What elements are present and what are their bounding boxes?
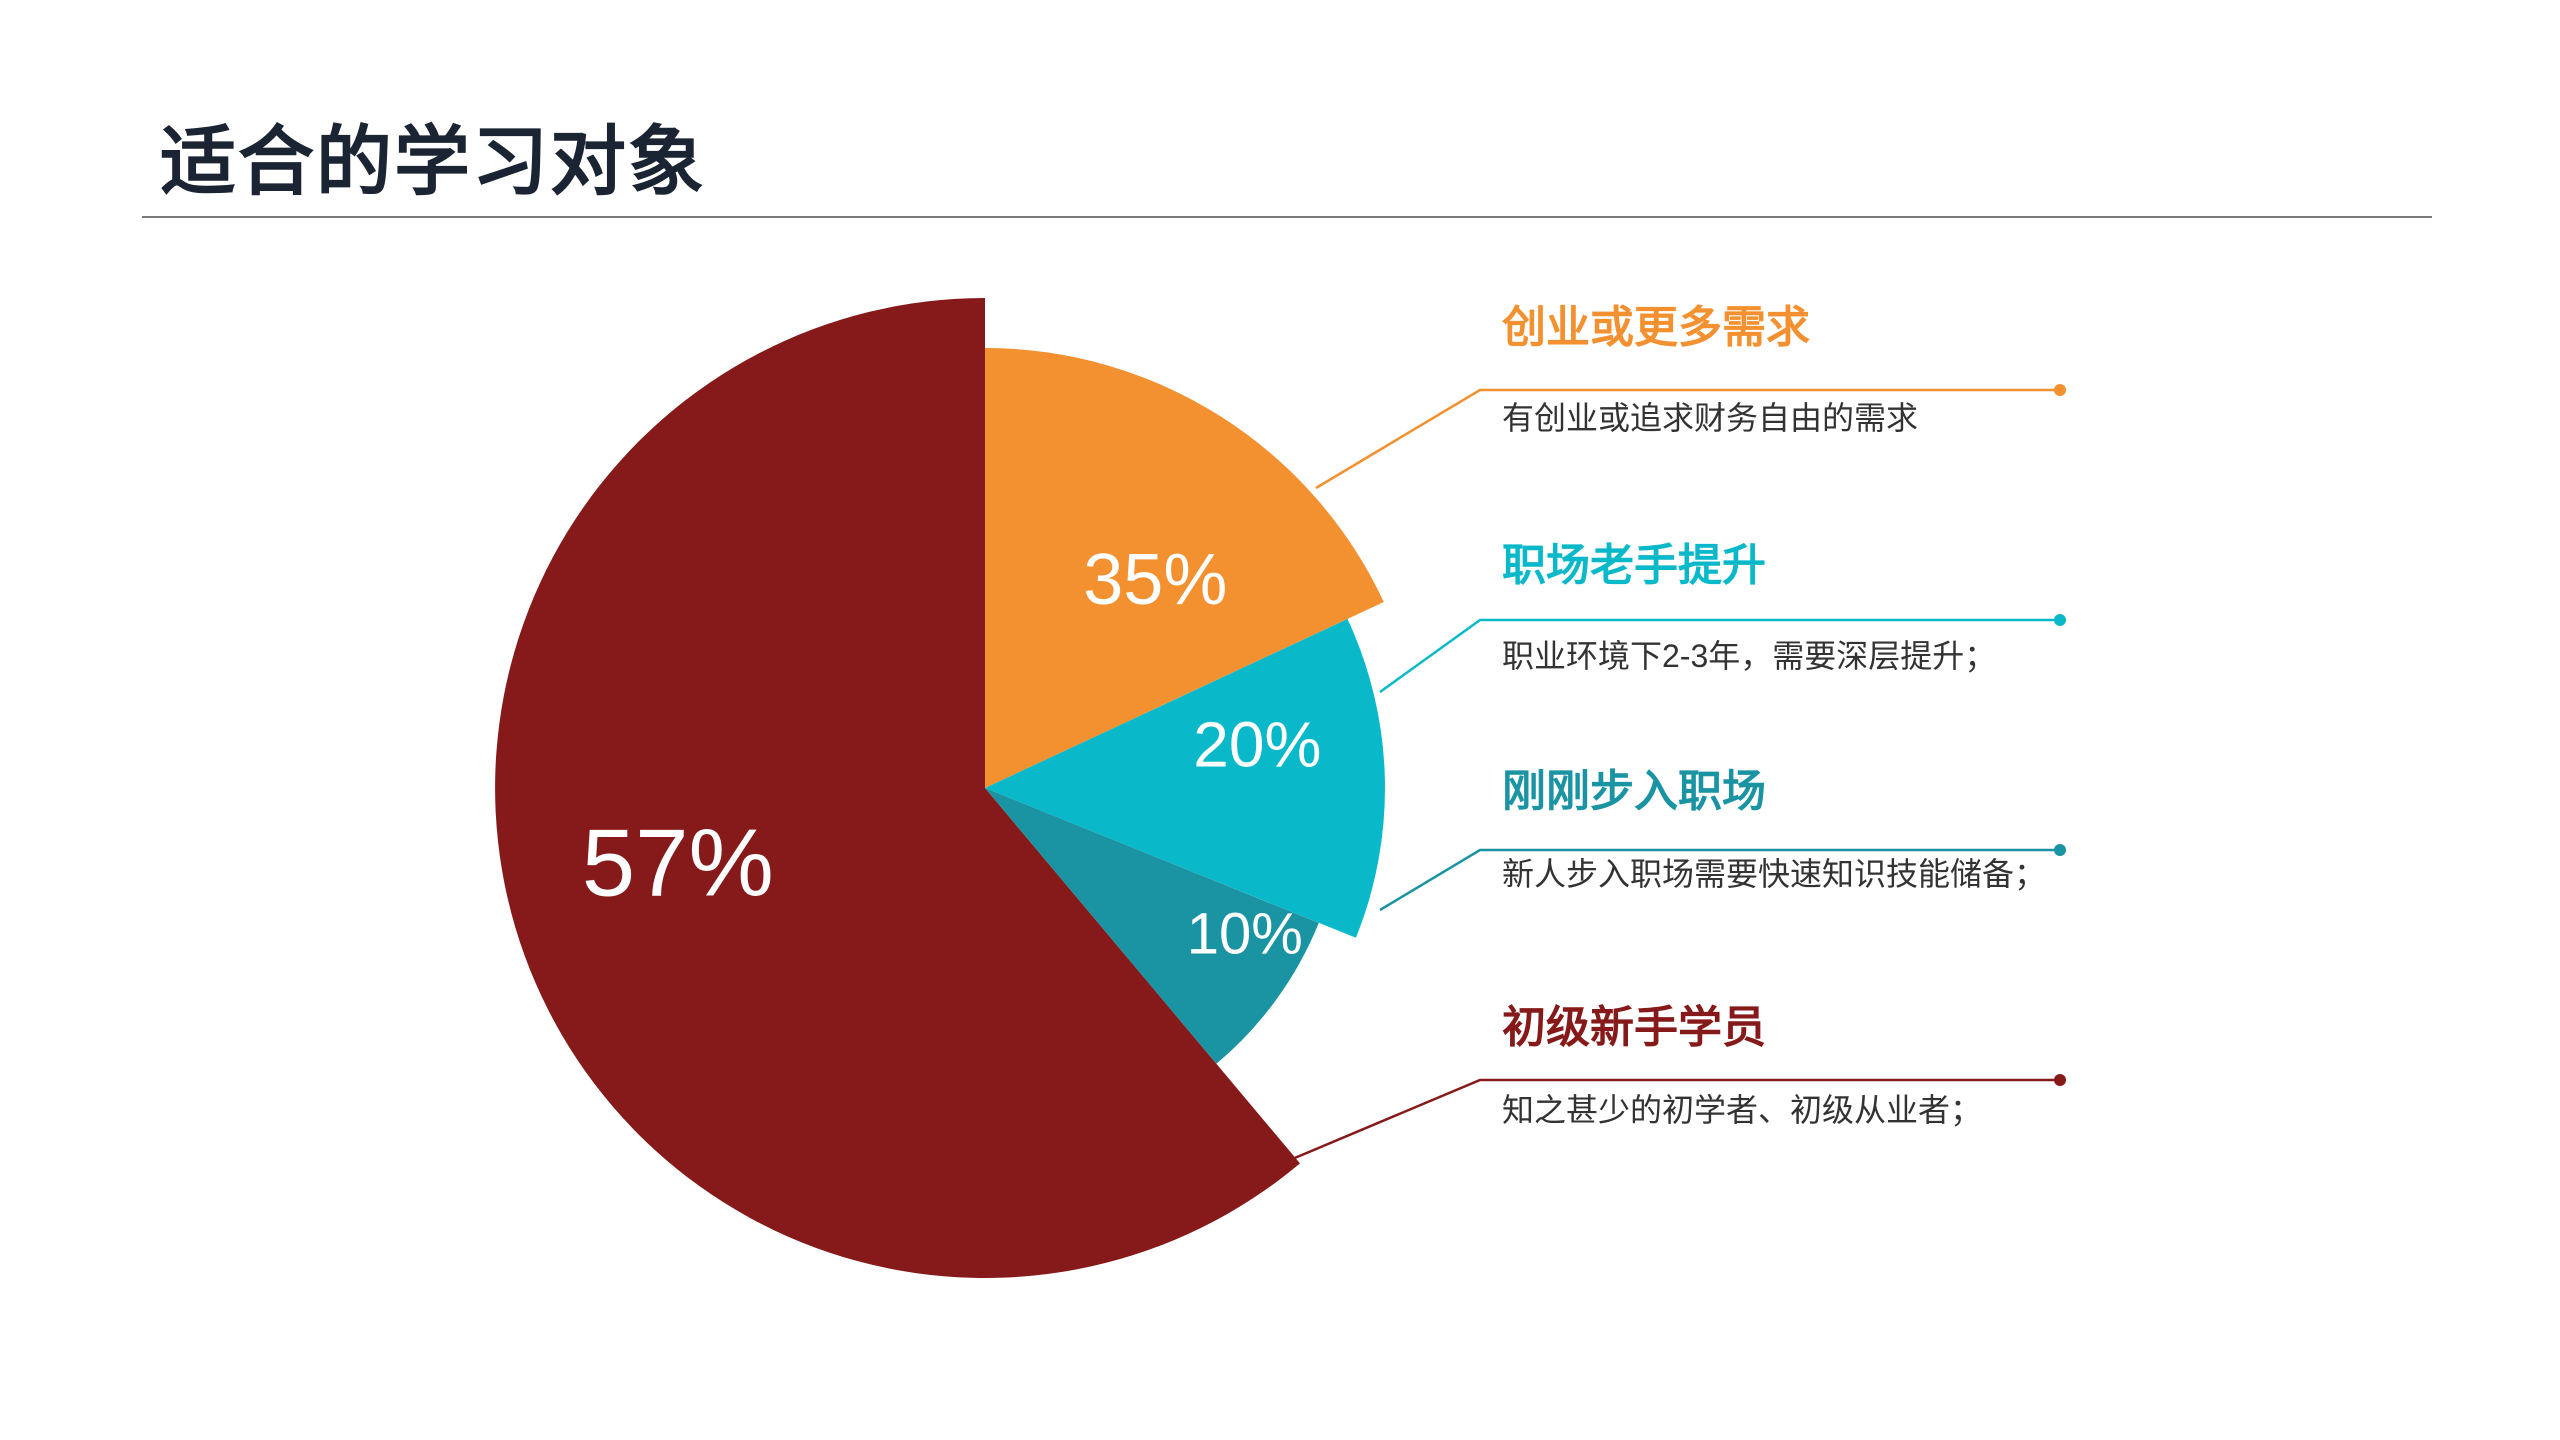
pie-slice-newcomer	[985, 788, 1319, 1064]
pie-slice-label: 35%	[1083, 540, 1227, 620]
legend-heading: 刚刚步入职场	[1502, 767, 1766, 816]
pie-slice-veteran	[985, 619, 1385, 938]
pie-slice-entrepreneur	[985, 348, 1384, 788]
pie-slice-label: 57%	[582, 810, 774, 917]
legend-item-newcomer: 刚刚步入职场 新人步入职场需要快速知识技能储备；	[1502, 766, 2082, 892]
leader-dot	[2054, 844, 2066, 856]
leader-line	[1379, 848, 2060, 912]
legend-heading: 初级新手学员	[1502, 1003, 1766, 1052]
pie-slice-beginner	[495, 298, 1300, 1279]
legend-heading: 职场老手提升	[1502, 541, 1766, 590]
leader-line	[1379, 618, 2060, 694]
leader-dot	[2054, 1074, 2066, 1086]
legend-item-beginner: 初级新手学员 知之甚少的初学者、初级从业者；	[1502, 1002, 2082, 1128]
legend-description: 新人步入职场需要快速知识技能储备；	[1502, 856, 2047, 892]
leader-line	[1289, 1078, 2060, 1162]
pie-slice-label: 10%	[1187, 901, 1303, 966]
legend-description: 知之甚少的初学者、初级从业者；	[1502, 1092, 1983, 1128]
legend-description: 有创业或追求财务自由的需求	[1502, 400, 1919, 436]
legend-item-veteran: 职场老手提升 职业环境下2-3年，需要深层提升；	[1502, 540, 2082, 674]
title-divider	[142, 216, 2432, 218]
legend-description: 职业环境下2-3年，需要深层提升；	[1502, 638, 1997, 674]
leader-dot	[2054, 614, 2066, 626]
leader-dot	[2054, 384, 2066, 396]
pie-slice-label: 20%	[1193, 709, 1321, 781]
leader-line	[1315, 388, 2060, 490]
legend-item-entrepreneur: 创业或更多需求 有创业或追求财务自由的需求	[1502, 302, 2082, 436]
legend-heading: 创业或更多需求	[1502, 303, 1810, 352]
page-title: 适合的学习对象	[160, 120, 706, 205]
